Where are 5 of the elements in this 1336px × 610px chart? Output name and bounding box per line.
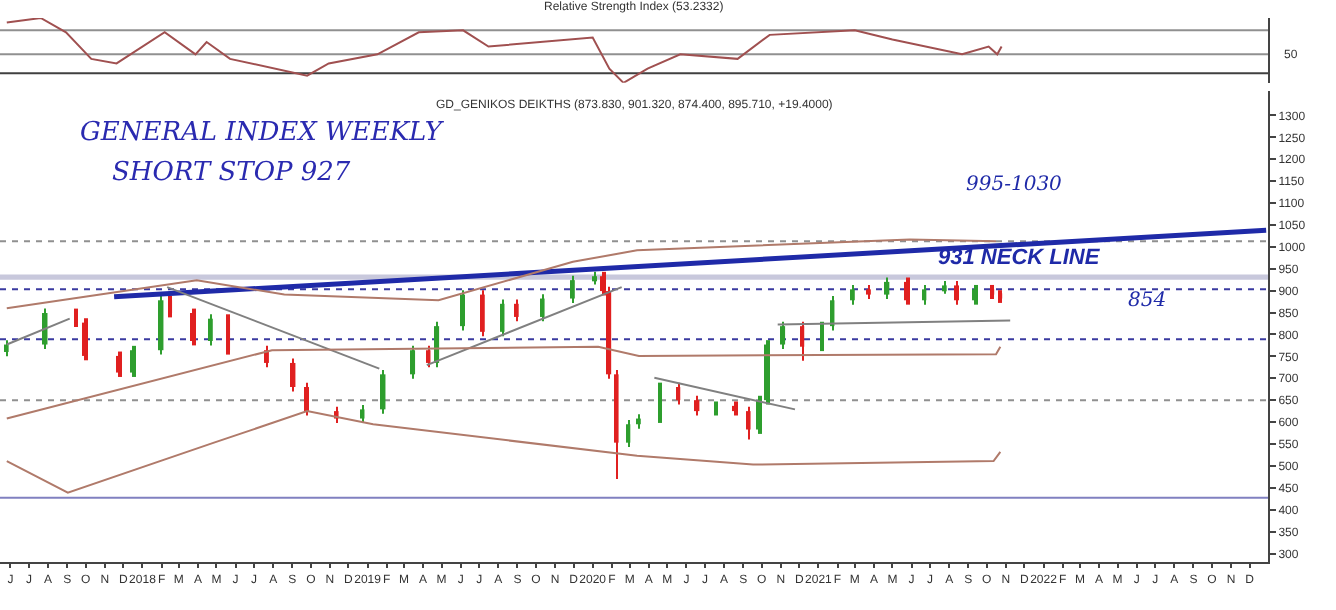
text: SHORT STOP 927 xyxy=(112,158,352,188)
line-series xyxy=(5,345,1002,420)
text: GENERAL INDEX WEEKLY xyxy=(80,118,445,148)
annotation: 854 xyxy=(1128,290,1167,312)
annotation: 995-1030 xyxy=(966,174,1064,196)
